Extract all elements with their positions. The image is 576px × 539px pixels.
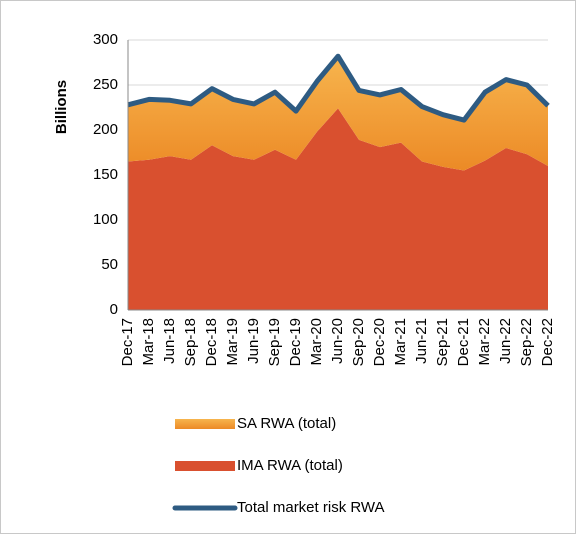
- area: [128, 56, 548, 171]
- x-tick-label: Sep-18: [182, 318, 199, 366]
- x-tick-label: Jun-21: [413, 318, 430, 364]
- y-tick-label: 200: [93, 121, 118, 138]
- legend-swatch: [175, 419, 235, 429]
- x-tick-label: Jun-18: [161, 318, 178, 364]
- x-tick-label: Mar-18: [140, 318, 157, 366]
- x-tick-label: Dec-20: [371, 318, 388, 366]
- x-tick-label: Jun-22: [497, 318, 514, 364]
- y-axis-label: Billions: [53, 80, 70, 134]
- y-tick-label: 150: [93, 166, 118, 183]
- x-tick-label: Jun-20: [329, 318, 346, 364]
- x-tick-label: Dec-17: [119, 318, 136, 366]
- x-tick-label: Mar-22: [476, 318, 493, 366]
- x-tick-label: Dec-19: [287, 318, 304, 366]
- x-tick-label: Sep-20: [350, 318, 367, 366]
- area: [128, 108, 548, 311]
- x-tick-label: Mar-21: [392, 318, 409, 366]
- legend-label: Total market risk RWA: [237, 499, 385, 516]
- y-tick-label: 300: [93, 31, 118, 48]
- y-tick-label: 50: [101, 256, 118, 273]
- x-tick-label: Sep-19: [266, 318, 283, 366]
- x-tick-label: Sep-22: [518, 318, 535, 366]
- y-tick-label: 100: [93, 211, 118, 228]
- legend-label: IMA RWA (total): [237, 457, 343, 474]
- y-tick-label: 250: [93, 76, 118, 93]
- x-tick-label: Sep-21: [434, 318, 451, 366]
- x-tick-label: Dec-18: [203, 318, 220, 366]
- x-tick-label: Jun-19: [245, 318, 262, 364]
- x-tick-label: Dec-22: [539, 318, 556, 366]
- legend-swatch: [175, 461, 235, 471]
- x-tick-label: Dec-21: [455, 318, 472, 366]
- x-tick-label: Mar-20: [308, 318, 325, 366]
- legend-label: SA RWA (total): [237, 415, 336, 432]
- x-tick-label: Mar-19: [224, 318, 241, 366]
- y-tick-label: 0: [110, 301, 118, 318]
- line: [127, 53, 550, 123]
